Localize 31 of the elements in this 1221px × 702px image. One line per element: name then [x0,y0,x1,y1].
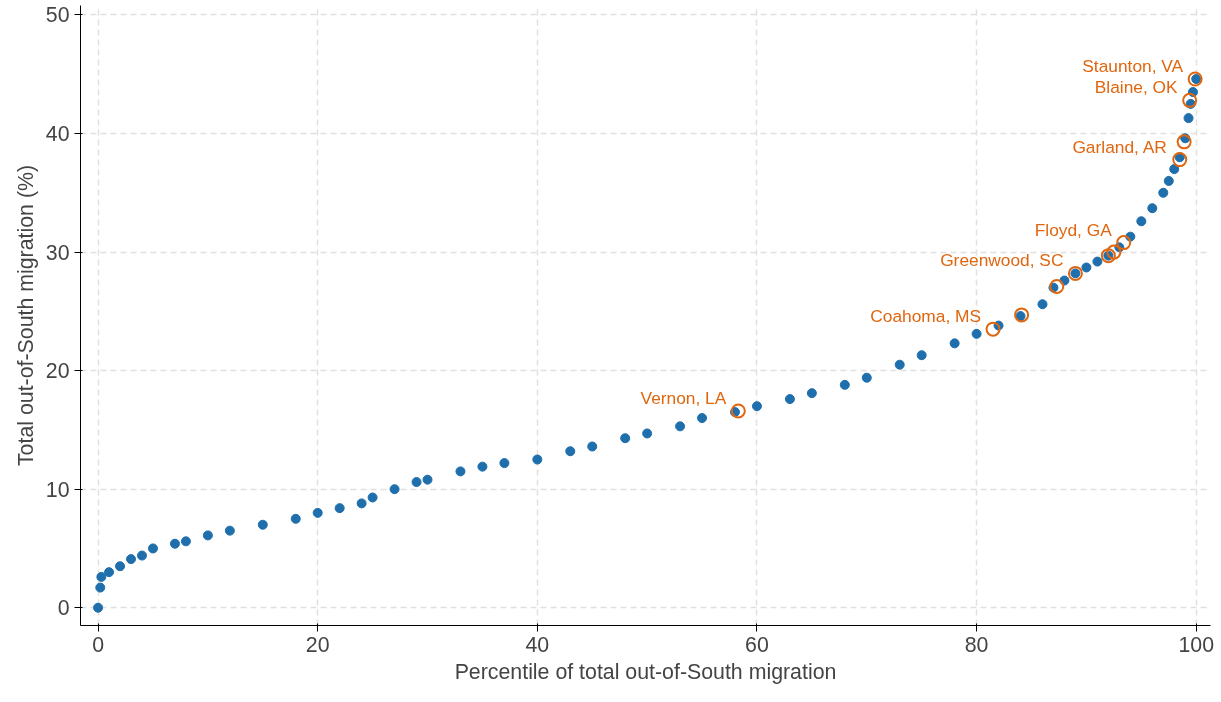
point [1106,244,1122,260]
point [730,403,746,419]
point [1116,235,1132,251]
annotation: Floyd, GA [1034,219,1113,240]
annotation: Blaine, OK [1094,77,1179,98]
annotation: Garland, AR [1072,136,1167,157]
x-tick-label: 40 [525,632,550,657]
x-tick-label: 0 [92,632,105,657]
point [1014,307,1030,323]
point [1172,152,1188,168]
point [1176,134,1192,150]
y-tick-label: 50 [45,3,70,28]
point [1182,92,1198,108]
y-tick-label: 30 [45,240,70,265]
annotation: Coahoma, MS [870,306,982,327]
annotation: Greenwood, SC [940,250,1064,271]
x-tick-label: 20 [305,632,330,657]
point [1187,71,1203,87]
x-tick-label: 60 [745,632,769,657]
y-tick-label: 10 [45,477,70,502]
annotation: Staunton, VA [1082,56,1184,76]
y-tick-label: 20 [45,359,70,384]
x-tick-label: 100 [1178,632,1215,657]
x-axis-title: Percentile of total out-of-South migration [454,659,837,684]
y-tick-label: 0 [57,596,70,621]
point [985,321,1001,337]
annotation: Vernon, LA [640,387,727,408]
y-tick-label: 40 [45,122,70,147]
y-axis-title: Total out-of-South migration (%) [13,164,38,467]
point [1049,278,1065,294]
x-tick-label: 80 [964,632,989,657]
